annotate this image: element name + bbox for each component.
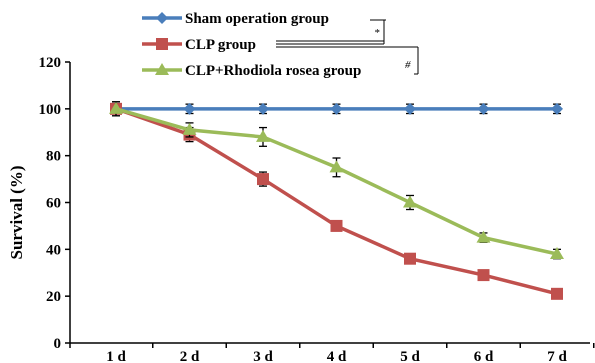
y-tick-label: 0 xyxy=(54,336,62,352)
legend-item: Sham operation group xyxy=(142,11,329,27)
bracket-clp-vs-rhodiola: # xyxy=(276,46,419,75)
x-tick-label: 5 d xyxy=(400,349,420,363)
diamond-marker xyxy=(257,102,269,115)
y-axis-title: Survival (%) xyxy=(7,166,26,260)
triangle-marker xyxy=(329,160,344,173)
triangle-marker xyxy=(550,247,564,260)
x-tick-label: 6 d xyxy=(474,349,494,363)
legend-triangle-marker xyxy=(155,63,169,75)
triangle-marker xyxy=(182,122,197,135)
y-tick-label: 20 xyxy=(46,289,61,305)
legend: Sham operation group CLP group CLP+Rhodiol… xyxy=(142,11,419,79)
square-marker xyxy=(257,173,269,186)
y-tick-label: 100 xyxy=(39,102,62,118)
x-tick-label: 2 d xyxy=(180,349,200,363)
series-2 xyxy=(109,101,564,260)
y-tick-label: 60 xyxy=(46,196,61,212)
legend-item: CLP group xyxy=(142,37,256,53)
x-tick-label: 3 d xyxy=(253,349,273,363)
legend-label: Sham operation group xyxy=(185,11,329,27)
legend-label: CLP group xyxy=(185,37,256,53)
legend-square-marker xyxy=(156,38,168,50)
square-marker xyxy=(404,252,416,265)
diamond-marker xyxy=(404,102,416,115)
diamond-marker xyxy=(330,102,343,115)
square-marker xyxy=(551,287,563,300)
square-marker xyxy=(477,269,490,282)
triangle-marker xyxy=(256,129,270,142)
square-marker xyxy=(330,219,343,232)
series-0 xyxy=(110,102,563,115)
legend-diamond-marker xyxy=(156,12,168,24)
series-layer xyxy=(109,101,564,300)
diamond-marker xyxy=(551,102,563,115)
series-line xyxy=(115,107,558,296)
series-1 xyxy=(110,101,563,300)
x-tick-label: 4 d xyxy=(327,349,347,363)
x-tick-label: 1 d xyxy=(106,349,126,363)
bracket-sham-vs-clp: * xyxy=(276,19,386,45)
y-ticks: 0 20 40 60 80 100 120 xyxy=(39,55,70,352)
x-ticks: 1 d 2 d 3 d 4 d 5 d 6 d 7 d xyxy=(69,343,595,363)
legend-label: CLP+Rhodiola rosea group xyxy=(185,63,361,79)
significance-hash: # xyxy=(405,59,411,71)
x-tick-label: 7 d xyxy=(547,349,567,363)
diamond-marker xyxy=(183,102,196,115)
triangle-marker xyxy=(109,101,123,114)
y-tick-label: 120 xyxy=(39,55,62,71)
axes xyxy=(69,62,590,344)
triangle-marker xyxy=(476,230,491,243)
y-tick-label: 40 xyxy=(46,242,61,258)
triangle-marker xyxy=(403,195,417,208)
significance-star: * xyxy=(374,27,380,39)
y-tick-label: 80 xyxy=(46,149,61,165)
diamond-marker xyxy=(477,102,490,115)
significance-brackets: *# xyxy=(276,19,419,75)
legend-item: CLP+Rhodiola rosea group xyxy=(142,63,361,79)
